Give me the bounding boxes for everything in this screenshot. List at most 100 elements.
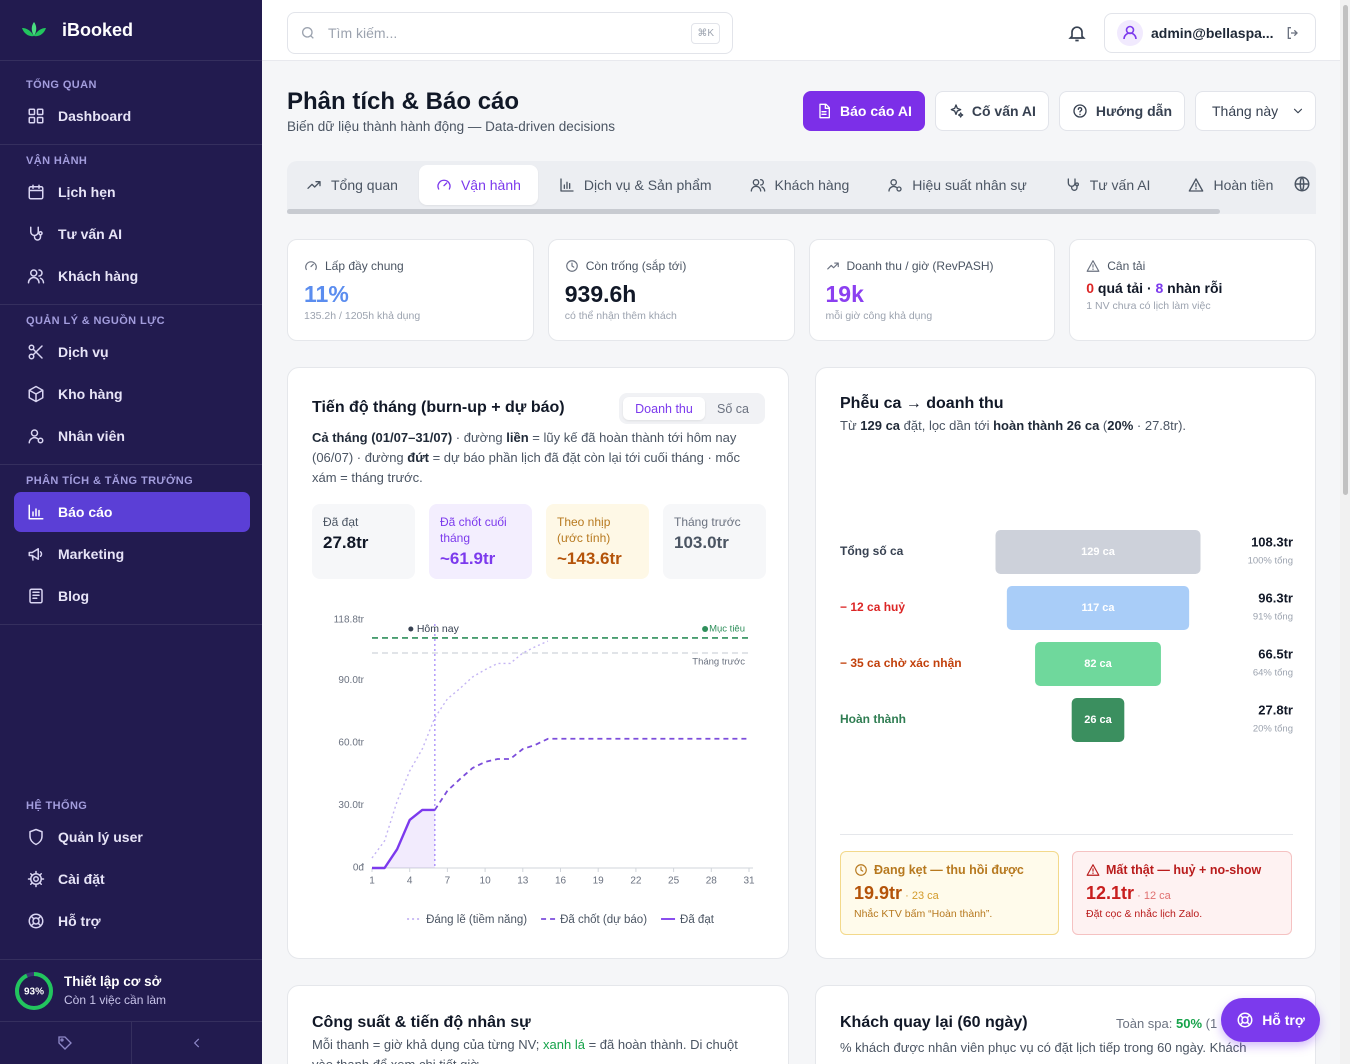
tab[interactable]: Vận hành — [418, 165, 538, 205]
sidebar: iBooked TỔNG QUAN Dashboard VẬN HÀNH Lịch h… — [0, 0, 262, 1064]
icon-part — [310, 35, 314, 39]
icon-part — [750, 179, 765, 192]
user-email: admin@bellaspa... — [1151, 25, 1274, 41]
legend-label: Đã chốt (dự báo) — [560, 914, 647, 926]
callout-title: Đang kẹt — thu hồi được — [854, 863, 1045, 877]
tab[interactable]: Tư vấn AI — [1048, 165, 1168, 205]
search-placeholder: Tìm kiếm... — [328, 25, 398, 41]
text-segment: quá tải · — [1094, 280, 1156, 296]
ring-progress — [15, 971, 53, 1010]
tab[interactable]: Dịch vụ & Sản phẩm — [542, 165, 729, 205]
icon-part — [1068, 26, 1086, 42]
setup-text: Thiết lập cơ sở Còn 1 việc cần làm — [64, 974, 166, 1007]
nav-item[interactable]: Quản lý user — [14, 817, 250, 857]
nav-item[interactable]: Dịch vụ — [14, 332, 250, 372]
setup-progress[interactable]: 93% Thiết lập cơ sở Còn 1 việc cần làm — [0, 960, 262, 1022]
nav-item[interactable]: Nhân viên — [14, 416, 250, 456]
icon — [565, 260, 578, 272]
help-fab[interactable]: Hỗ trợ — [1221, 998, 1320, 1042]
scrollbar-thumb[interactable] — [1343, 5, 1348, 495]
nav-item[interactable]: Khách hàng — [14, 256, 250, 296]
section-heading: PHÂN TÍCH & TĂNG TRƯỞNG — [26, 475, 194, 487]
tab[interactable]: Khách hàng — [733, 165, 867, 205]
icon-part — [890, 179, 898, 186]
ring-label: 93% — [24, 986, 44, 997]
icon-part — [38, 231, 43, 236]
user-menu[interactable]: admin@bellaspa... — [1104, 13, 1316, 53]
nav-section: TỔNG QUAN Dashboard — [0, 61, 262, 145]
funnel-bar-label: 82 ca — [1084, 658, 1112, 670]
icon-part — [58, 1036, 73, 1050]
icon-part — [1189, 178, 1204, 192]
icon — [1189, 178, 1204, 192]
toggle-option[interactable]: Doanh thu — [623, 397, 705, 420]
nav-section: QUẢN LÝ & NGUỒN LỰC Dịch vụ Kho hàng Nhân v… — [0, 305, 262, 465]
tab-label: Khách hàng — [774, 177, 850, 193]
kpi-label-text: Còn trống (sắp tới) — [585, 259, 687, 273]
emphasis: hoàn thành 26 ca — [993, 418, 1100, 433]
nav-item[interactable]: Lịch hẹn — [14, 172, 250, 212]
header-actions: Báo cáo AI Cố vấn AI Hướng dẫn Tháng này — [803, 91, 1316, 131]
icon — [302, 27, 314, 39]
icon-part — [36, 108, 44, 116]
emphasis: đứt — [407, 450, 429, 465]
text-segment: đặt, lọc dần tới — [900, 418, 994, 433]
icon — [1086, 864, 1100, 876]
nav-item[interactable]: Hỗ trợ — [14, 901, 250, 941]
kpi-label: Cân tải — [1086, 258, 1299, 274]
tab-scrollbar — [287, 209, 1220, 214]
icon-part — [29, 828, 43, 846]
nav-item[interactable]: Dashboard — [14, 96, 250, 136]
kpi-value: 0 quá tải · 8 nhàn rỗi — [1086, 278, 1299, 298]
callout: Mất thật — huỷ + no-show 12.1tr · 12 ca Đặ… — [1072, 851, 1292, 935]
tag-button[interactable] — [0, 1022, 132, 1064]
icon — [28, 184, 44, 200]
stat-label: Theo nhịp (ước tính) — [557, 515, 611, 545]
x-tick-label: 1 — [369, 876, 375, 887]
tab[interactable]: Hoàn tiền — [1171, 165, 1290, 205]
search-box[interactable]: Tìm kiếm... ⌘K — [287, 12, 733, 54]
nav-item[interactable]: Blog — [14, 576, 250, 616]
nav-item[interactable]: Cài đặt — [14, 859, 250, 899]
action-button[interactable]: Hướng dẫn — [1058, 91, 1185, 131]
icon — [28, 429, 44, 444]
icon-part — [888, 185, 898, 192]
icon — [1237, 1012, 1253, 1028]
x-tick-label: 31 — [743, 876, 755, 887]
brand: iBooked — [0, 0, 262, 61]
toggle-option[interactable]: Số ca — [717, 401, 749, 416]
collapse-button[interactable] — [132, 1022, 263, 1064]
icon — [305, 261, 317, 271]
callout-detail: · 12 ca — [1134, 890, 1171, 902]
x-tick-label: 25 — [668, 876, 680, 887]
icon-part — [1287, 27, 1298, 39]
icon-part — [31, 22, 37, 36]
text-segment: = lũy kế đã hoàn thành tới hôm nay (06/0… — [312, 430, 737, 465]
kpi-label-text: Cân tải — [1107, 259, 1146, 273]
card-description: Mỗi thanh = giờ khả dụng của từng NV; xa… — [312, 1035, 752, 1064]
period-select[interactable]: Tháng này — [1195, 91, 1316, 131]
nav-item[interactable]: Marketing — [14, 534, 250, 574]
nav-item[interactable]: Báo cáo — [14, 492, 250, 532]
action-button[interactable]: Báo cáo AI — [803, 91, 925, 131]
nav-item[interactable]: Kho hàng — [14, 374, 250, 414]
kpi-label-text: Doanh thu / giờ (RevPASH) — [846, 259, 994, 273]
nav-item[interactable]: Tư vấn AI — [14, 214, 250, 254]
icon-part — [33, 876, 39, 882]
icon-part — [307, 181, 321, 189]
icon-part — [560, 178, 574, 192]
kpi-value: 19k — [825, 281, 864, 307]
icon-part — [1241, 1016, 1249, 1024]
notification-bell[interactable] — [1067, 23, 1087, 43]
icon-part — [302, 27, 313, 38]
tab[interactable]: Tổng quan — [289, 165, 415, 205]
metric-toggle: Doanh thu Số ca — [619, 393, 765, 424]
icon-part — [28, 385, 44, 403]
x-tick-label: 22 — [630, 876, 642, 887]
card-subtitle: Từ 129 ca đặt, lọc dần tới hoàn thành 26… — [840, 418, 1186, 433]
shortcut-hint: ⌘K — [691, 22, 720, 44]
tab[interactable]: Hiệu suất nhân sự — [870, 165, 1043, 205]
action-button[interactable]: Cố vấn AI — [934, 91, 1049, 131]
language-tab[interactable] — [1293, 175, 1311, 193]
icon — [307, 181, 321, 189]
